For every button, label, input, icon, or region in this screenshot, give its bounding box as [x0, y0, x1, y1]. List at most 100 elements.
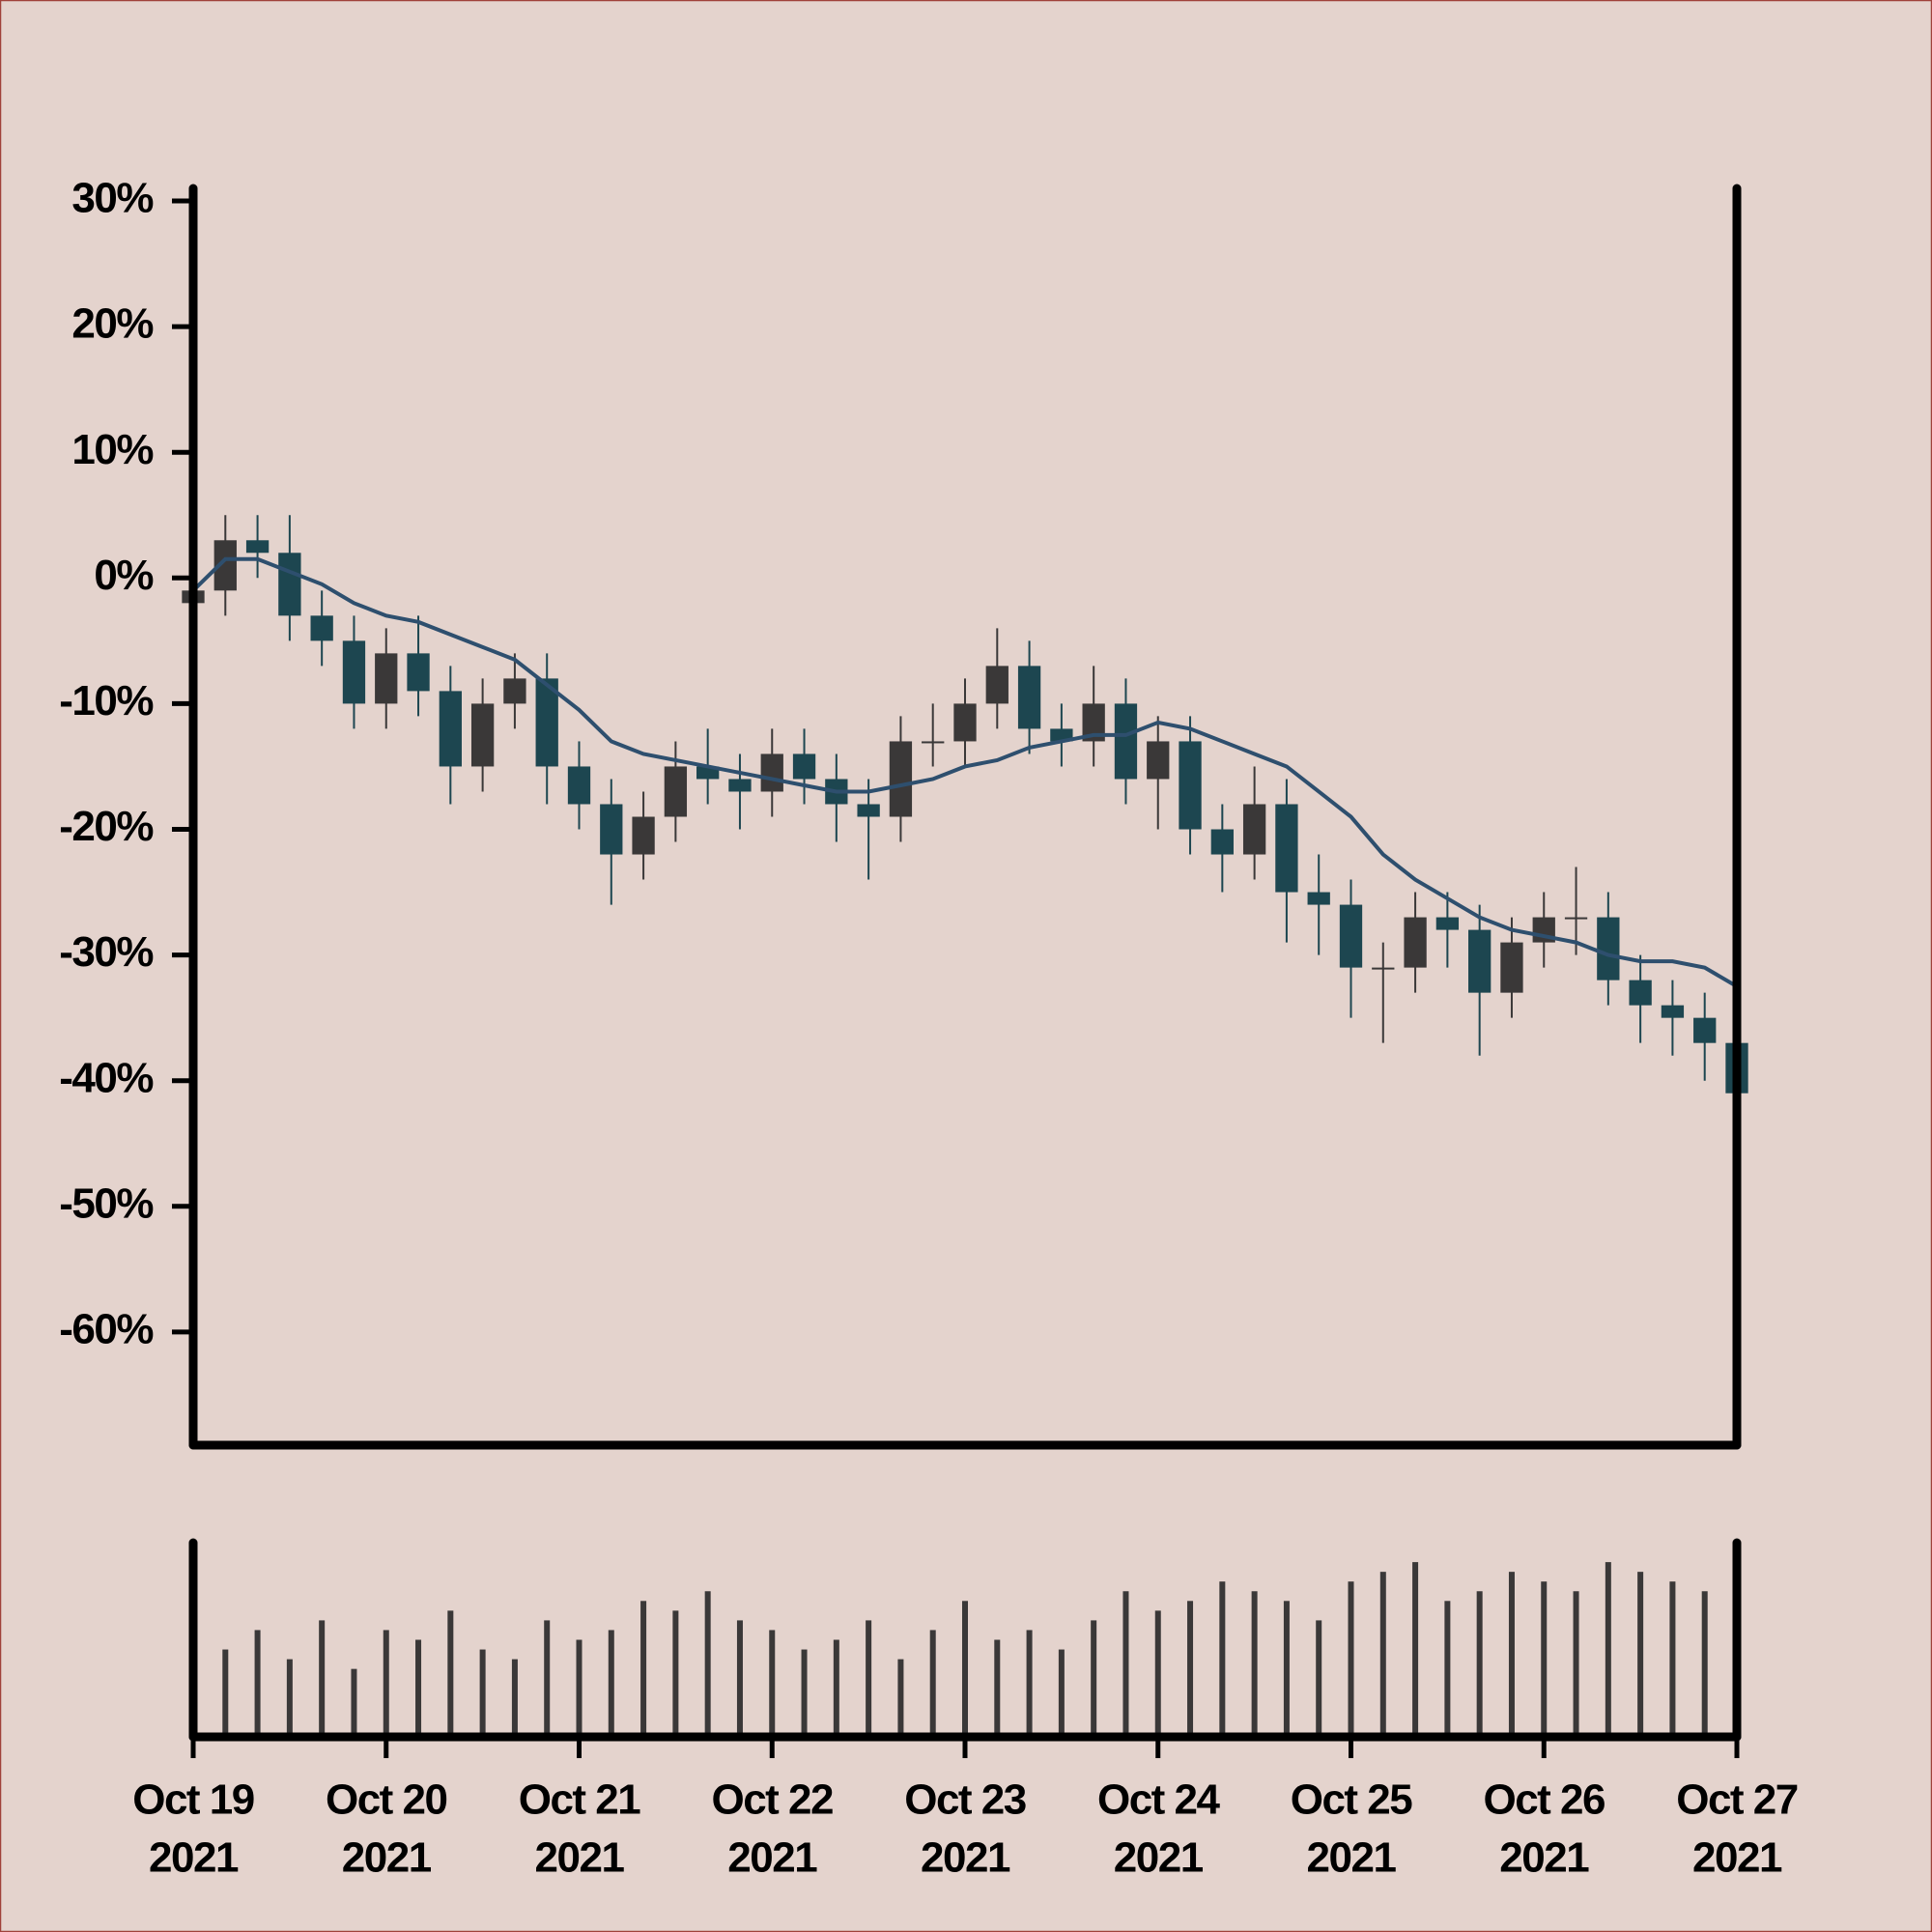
candle-body [439, 691, 462, 767]
candle-body [567, 766, 591, 805]
candle-body [310, 615, 333, 641]
x-tick-label: 2021 [342, 1834, 432, 1882]
volume-bar [929, 1630, 936, 1737]
volume-bar [672, 1610, 679, 1737]
volume-bar [1026, 1630, 1033, 1737]
candle-body [213, 540, 237, 591]
x-tick-label: 2021 [1499, 1834, 1589, 1882]
volume-bar [1316, 1620, 1322, 1737]
volume-bar [1251, 1591, 1258, 1737]
candle-body [375, 653, 398, 704]
x-tick-label: 2021 [1114, 1834, 1204, 1882]
candle-body [1597, 917, 1620, 980]
volume-bar [801, 1649, 808, 1737]
candle-body [1404, 917, 1427, 968]
candle-body [1179, 741, 1202, 830]
candle-body [1693, 1017, 1717, 1043]
candle-body [985, 666, 1009, 704]
volume-bar [1187, 1601, 1194, 1737]
volume-bar [1219, 1581, 1226, 1737]
candle-body [922, 741, 945, 744]
x-tick-label: Oct 26 [1483, 1776, 1605, 1824]
volume-bar [1605, 1562, 1611, 1737]
candle-body [696, 766, 720, 780]
volume-bar [1058, 1649, 1065, 1737]
volume-bar [1348, 1581, 1354, 1737]
volume-bar [1669, 1581, 1676, 1737]
volume-bar [866, 1620, 872, 1737]
x-tick-label: Oct 20 [326, 1776, 447, 1824]
volume-bar [1444, 1601, 1451, 1737]
y-tick-label: 10% [71, 426, 153, 473]
x-tick-label: Oct 19 [132, 1776, 254, 1824]
candle-body [278, 553, 301, 616]
volume-bar [833, 1639, 839, 1737]
volume-bar [1154, 1610, 1161, 1737]
volume-bar [1091, 1620, 1097, 1737]
y-tick-label: -30% [59, 928, 153, 976]
y-tick-label: -20% [59, 803, 153, 850]
candle-body [728, 779, 752, 792]
candle-body [1339, 904, 1363, 968]
volume-bar [511, 1659, 518, 1737]
candle-body [600, 804, 623, 855]
volume-bar [1701, 1591, 1708, 1737]
candle-body [792, 753, 816, 780]
volume-bar [608, 1630, 614, 1737]
volume-bar [544, 1620, 551, 1737]
candle-body [1661, 1005, 1685, 1018]
candle-body [342, 640, 366, 704]
candle-body [503, 678, 526, 704]
candle-body [1017, 666, 1041, 729]
volume-bar [736, 1620, 743, 1737]
volume-bar [1379, 1572, 1386, 1737]
moving-average [191, 556, 1739, 988]
candle-body [1500, 942, 1523, 993]
candle-body [664, 766, 688, 817]
x-tick-label: 2021 [149, 1834, 239, 1882]
candle-body [1564, 917, 1588, 920]
volume-bar [222, 1649, 229, 1737]
y-tick-label: 20% [71, 300, 153, 348]
volume-bar [640, 1601, 647, 1737]
candle-body [953, 703, 977, 742]
volume-bar [897, 1659, 904, 1737]
volume-bar [1122, 1591, 1129, 1737]
volume-bar [351, 1668, 357, 1737]
candle-body [760, 753, 783, 792]
y-tick-label: 30% [71, 175, 153, 222]
volume-bar [704, 1591, 711, 1737]
x-tick-label: 2021 [921, 1834, 1010, 1882]
volume-bar [415, 1639, 422, 1737]
x-tick-label: Oct 22 [711, 1776, 833, 1824]
volume-bar [1541, 1581, 1548, 1737]
candle-body [1468, 929, 1492, 993]
candle-body [407, 653, 430, 692]
x-tick-label: 2021 [727, 1834, 817, 1882]
y-tick-label: -60% [59, 1306, 153, 1353]
candle-body [245, 540, 270, 554]
y-tick-label: -40% [59, 1054, 153, 1101]
candle-body [1082, 703, 1105, 742]
volume-bar [254, 1630, 261, 1737]
volume-bar [1573, 1591, 1579, 1737]
candle-body [1114, 703, 1138, 780]
x-tick-label: Oct 24 [1097, 1776, 1221, 1824]
candle-body [632, 816, 655, 855]
x-tick-label: Oct 23 [904, 1776, 1026, 1824]
volume-bar [319, 1620, 326, 1737]
volume-bar [576, 1639, 582, 1737]
volume-bar [1283, 1601, 1290, 1737]
volume-bar [1476, 1591, 1483, 1737]
x-tick-label: 2021 [1307, 1834, 1397, 1882]
candle-body [470, 703, 495, 767]
x-tick-label: 2021 [1692, 1834, 1782, 1882]
y-tick-label: -10% [59, 677, 153, 724]
volume-bar [1508, 1572, 1515, 1737]
x-tick-label: Oct 25 [1291, 1776, 1413, 1824]
volume-bar [479, 1649, 486, 1737]
y-tick-label: -50% [59, 1179, 153, 1227]
candle-body [1147, 741, 1170, 780]
volume-bar [994, 1639, 1001, 1737]
